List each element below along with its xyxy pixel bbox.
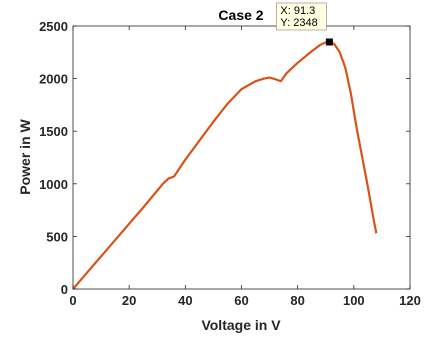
x-tick-label: 80 [290, 293, 304, 308]
x-tick-label: 20 [122, 293, 136, 308]
y-tick-label: 2500 [39, 19, 68, 34]
y-tick-label: 500 [46, 229, 68, 244]
x-tick-label: 60 [234, 293, 248, 308]
y-tick-label: 1500 [39, 124, 68, 139]
x-tick-label: 120 [399, 293, 421, 308]
x-tick-label: 0 [69, 293, 76, 308]
datatip-x-label: X: 91.3 [280, 5, 315, 17]
datatip-y-label: Y: 2348 [280, 17, 317, 29]
datatip[interactable]: X: 91.3 Y: 2348 [276, 2, 327, 31]
power-voltage-curve [72, 40, 378, 290]
datatip-box [276, 2, 327, 31]
x-axis-label: Voltage in V [201, 317, 281, 333]
y-tick-label: 1000 [39, 177, 68, 192]
datatip-marker[interactable] [325, 38, 333, 46]
plot-area [73, 26, 410, 289]
y-tick-label: 2000 [39, 72, 68, 87]
x-tick-label: 100 [343, 293, 365, 308]
x-tick-label: 40 [178, 293, 192, 308]
y-tick-label: 0 [61, 282, 68, 297]
chart-title: Case 2 [218, 7, 263, 23]
y-axis-label: Power in W [17, 118, 33, 194]
